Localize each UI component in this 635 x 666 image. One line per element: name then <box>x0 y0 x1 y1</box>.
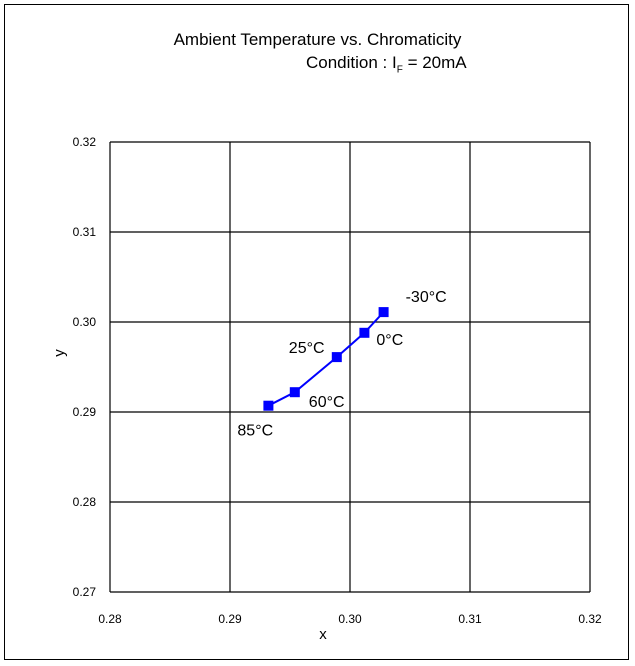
point-labels: 85°C 60°C 25°C 0°C -30°C <box>237 289 446 440</box>
y-tick-label: 0.31 <box>73 225 97 239</box>
subtitle-subscript: F <box>396 64 403 76</box>
data-point-marker <box>359 327 370 338</box>
y-tick-label: 0.27 <box>73 585 97 599</box>
series-line <box>267 311 385 407</box>
y-tick-label: 0.28 <box>73 495 97 509</box>
point-label: 85°C <box>237 423 273 440</box>
chart-subtitle: Condition : IF = 20mA <box>306 53 467 75</box>
subtitle-prefix: Condition : I <box>306 53 397 72</box>
x-tick-label: 0.30 <box>338 612 362 626</box>
chart-frame <box>4 4 629 660</box>
subtitle-suffix: = 20mA <box>402 53 467 72</box>
y-tick-label: 0.32 <box>73 135 97 149</box>
y-tick-label: 0.30 <box>73 315 97 329</box>
tick-labels: 0.28 0.29 0.30 0.31 0.320.270.280.290.300.31… <box>73 135 602 626</box>
grid <box>109 141 591 593</box>
x-tick-label: 0.32 <box>578 612 602 626</box>
point-label: 60°C <box>309 394 345 411</box>
point-label: -30°C <box>406 289 447 306</box>
x-axis-label: x <box>319 626 327 643</box>
point-label: 0°C <box>376 332 403 349</box>
data-point-marker <box>289 387 300 398</box>
chart-title: Ambient Temperature vs. Chromaticity <box>173 30 462 49</box>
x-tick-label: 0.31 <box>458 612 482 626</box>
y-axis-label: y <box>51 349 68 357</box>
data-point-marker <box>331 352 342 363</box>
x-tick-label: 0.28 <box>98 612 122 626</box>
y-tick-label: 0.29 <box>73 405 97 419</box>
x-tick-label: 0.29 <box>218 612 242 626</box>
point-label: 25°C <box>289 340 325 357</box>
data-point-marker <box>378 307 389 318</box>
series <box>263 307 389 411</box>
data-point-marker <box>263 400 274 411</box>
